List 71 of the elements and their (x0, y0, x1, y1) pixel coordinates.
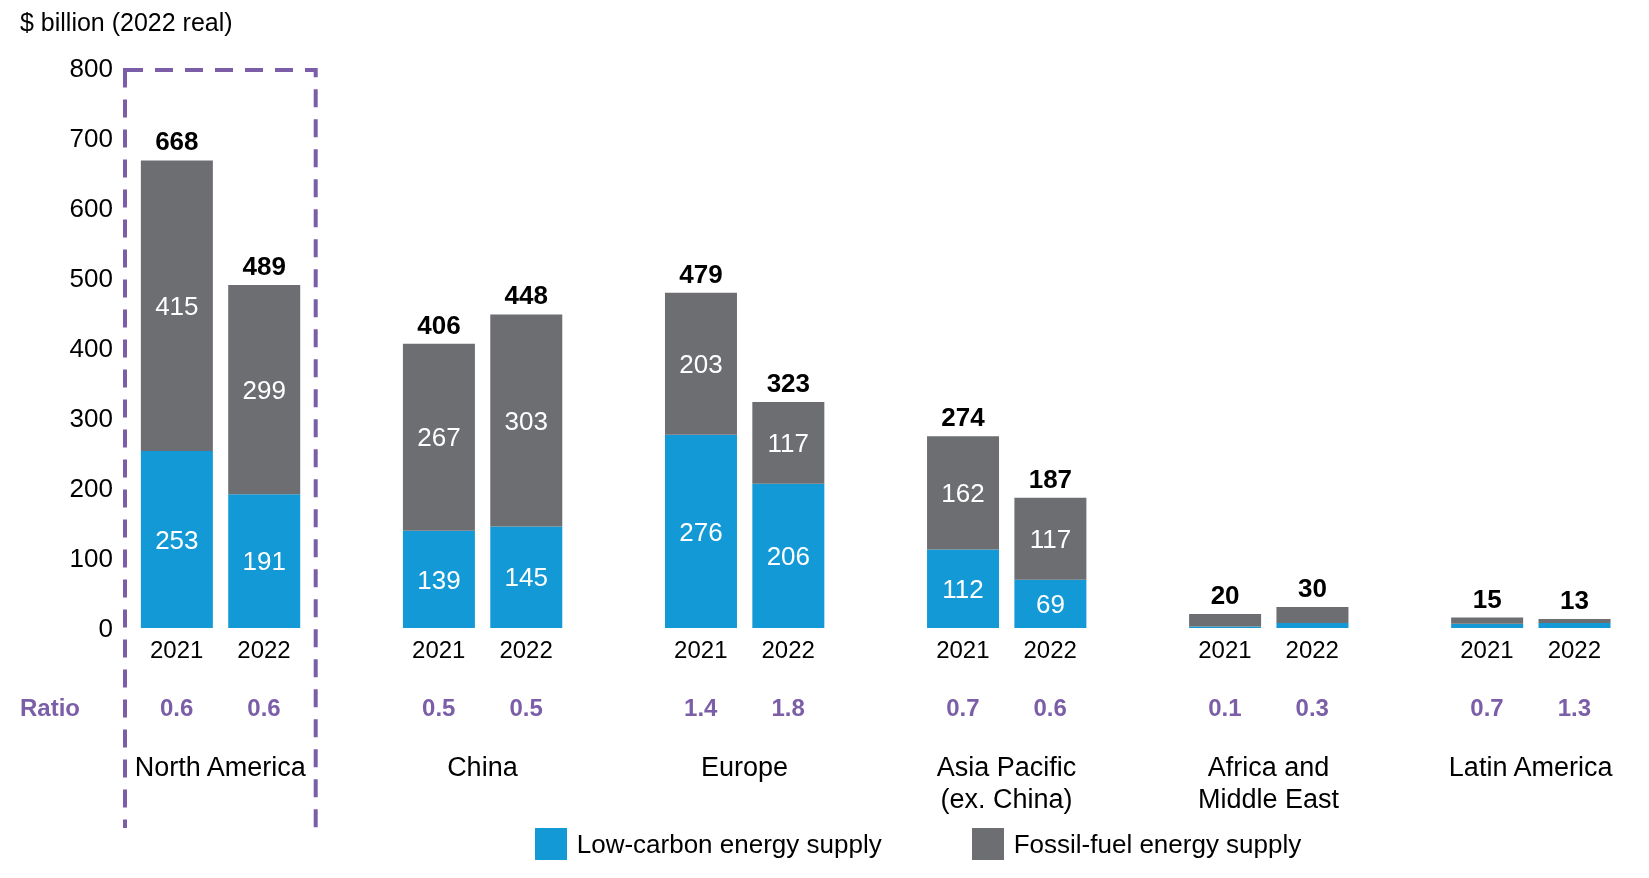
text: Europe (700, 752, 789, 782)
text: 0.6 (1033, 694, 1067, 721)
data-label: 162 (941, 478, 985, 509)
y-tick-label: 600 (69, 193, 113, 224)
data-label: 415 (155, 290, 199, 321)
text: 0.6 (247, 694, 281, 721)
data-label: 117 (767, 428, 810, 459)
data-label: 112 (942, 574, 984, 605)
data-label: 267 (417, 422, 461, 453)
x-tick-label: 2021 (674, 636, 728, 663)
text: 1.4 (684, 694, 719, 721)
x-tick-label: 2022 (1023, 636, 1077, 663)
y-axis-title: $ billion (2022 real) (20, 8, 234, 38)
text: 0.1 (1208, 694, 1242, 721)
data-label: 203 (679, 348, 723, 379)
data-label: 253 (155, 524, 199, 555)
y-tick-label: 300 (69, 403, 113, 434)
total-label: 20 (1210, 580, 1240, 610)
x-tick-label: 2021 (412, 636, 466, 663)
x-tick-label: 2021 (1460, 636, 1514, 663)
total-label: 668 (155, 126, 199, 157)
x-tick-label: 2021 (936, 636, 990, 663)
text: 0.5 (422, 694, 456, 721)
legend-label: Fossil-fuel energy supply (1013, 828, 1302, 860)
y-tick-label: 700 (69, 123, 113, 154)
total-label: 448 (504, 280, 548, 311)
y-tick-label: 100 (69, 543, 113, 574)
data-label: 139 (417, 564, 461, 595)
total-label: 406 (417, 309, 461, 340)
x-tick-label: 2022 (1285, 636, 1339, 663)
total-label: 489 (242, 251, 286, 281)
x-tick-label: 2022 (1547, 636, 1602, 663)
total-label: 323 (766, 367, 811, 398)
total-label: 13 (1560, 584, 1589, 615)
data-label: 276 (679, 516, 723, 547)
x-tick-label: 2022 (237, 636, 291, 663)
total-label: 187 (1028, 463, 1073, 494)
total-label: 479 (679, 258, 723, 289)
legend-label: Low-carbon energy supply (576, 828, 882, 860)
x-tick-label: 2022 (499, 636, 553, 663)
y-tick-label: 800 (69, 53, 113, 84)
text: 1.8 (771, 694, 805, 721)
x-tick-label: 2022 (761, 636, 815, 663)
total-label: 15 (1472, 583, 1502, 614)
data-label: 145 (504, 562, 548, 593)
total-label: 30 (1297, 573, 1327, 603)
text: 0.3 (1295, 694, 1329, 721)
data-label: 69 (1035, 589, 1065, 620)
y-tick-label: 400 (69, 333, 113, 364)
data-label: 299 (242, 374, 286, 405)
x-tick-label: 2021 (1198, 636, 1252, 663)
total-label: 274 (941, 402, 986, 433)
text: Latin America (1448, 752, 1614, 782)
y-tick-label: 0 (98, 613, 113, 644)
data-label: 303 (504, 405, 548, 436)
text: 0.5 (509, 694, 543, 721)
text: Ratio (20, 694, 80, 721)
text: 0.6 (159, 694, 194, 721)
text: 1.3 (1557, 694, 1592, 721)
y-tick-label: 200 (69, 473, 113, 504)
data-label: 117 (1029, 523, 1072, 554)
text: Africa and Middle East (1198, 752, 1340, 814)
text: China (447, 752, 519, 782)
text: North America (134, 752, 307, 782)
data-label: 206 (766, 541, 811, 572)
data-label: 191 (242, 546, 286, 577)
text: Asia Pacific (ex. China) (936, 752, 1077, 814)
y-tick-label: 500 (69, 263, 113, 294)
text: 0.7 (1470, 694, 1504, 721)
x-tick-label: 2021 (149, 636, 204, 663)
text: 0.7 (946, 694, 980, 721)
